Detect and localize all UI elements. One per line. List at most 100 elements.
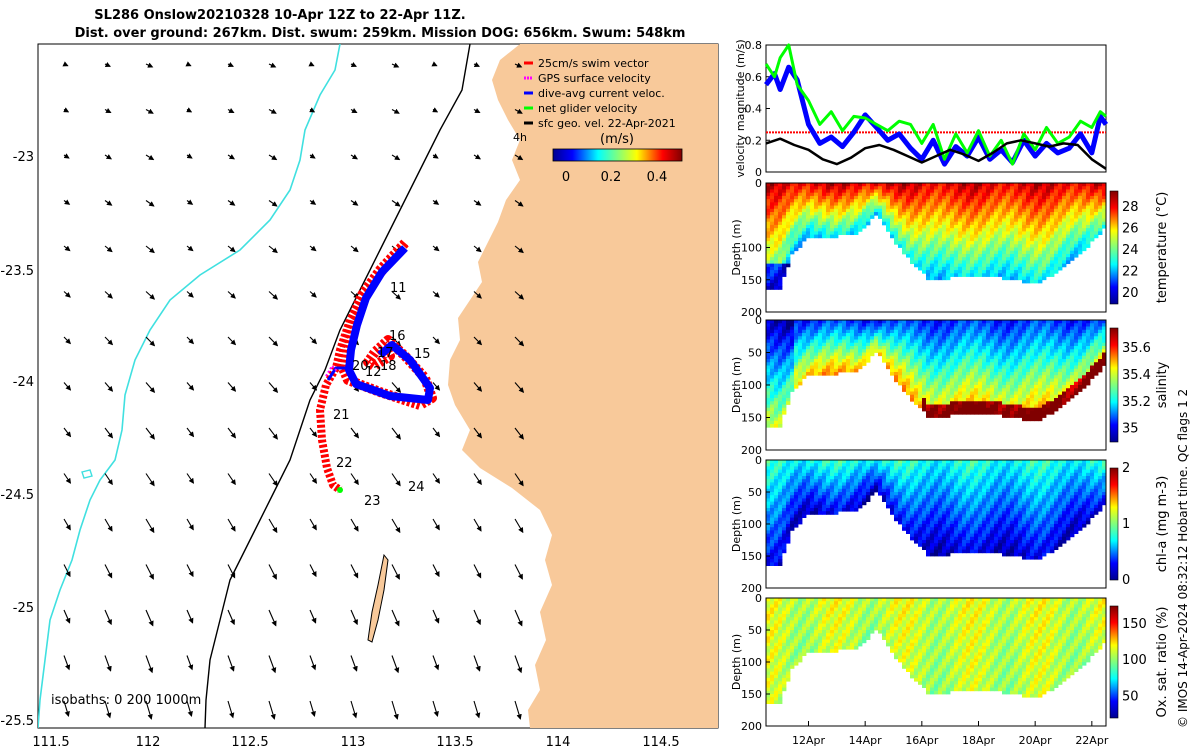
section-cell bbox=[858, 352, 863, 357]
section-cell bbox=[806, 349, 811, 353]
section-cell bbox=[978, 362, 983, 366]
section-cell bbox=[982, 398, 987, 402]
section-cell bbox=[942, 244, 947, 248]
current-vector bbox=[350, 154, 359, 160]
section-cell bbox=[1042, 352, 1047, 357]
section-cell bbox=[810, 195, 815, 200]
section-cell bbox=[1006, 257, 1011, 261]
section-cell bbox=[774, 205, 779, 210]
section-cell bbox=[1042, 247, 1047, 252]
section-cell bbox=[1066, 247, 1071, 252]
section-cell bbox=[866, 479, 871, 483]
section-cell bbox=[902, 241, 907, 245]
section-cell bbox=[1050, 378, 1055, 383]
section-cell bbox=[1014, 355, 1019, 360]
section-cell bbox=[1054, 401, 1059, 405]
section-cell bbox=[1066, 208, 1071, 213]
section-cell bbox=[970, 183, 975, 187]
section-cell bbox=[830, 472, 835, 477]
section-cell bbox=[1038, 388, 1043, 392]
isobath-label: isobaths: 0 200 1000m bbox=[51, 693, 201, 708]
section-cell bbox=[802, 501, 807, 506]
section-cell bbox=[1078, 234, 1083, 239]
section-cell bbox=[958, 385, 963, 389]
section-cell bbox=[1058, 224, 1063, 229]
current-vector bbox=[514, 200, 524, 207]
section-cell bbox=[1018, 208, 1023, 213]
section-cell bbox=[894, 336, 899, 340]
velocity-series-line bbox=[764, 43, 1107, 166]
section-cell bbox=[954, 411, 959, 415]
section-cell bbox=[998, 342, 1003, 347]
section-cell bbox=[822, 212, 827, 216]
section-cell bbox=[782, 208, 787, 213]
section-cell bbox=[898, 362, 903, 366]
section-cell bbox=[890, 346, 895, 350]
section-cell bbox=[814, 492, 819, 496]
section-cell bbox=[934, 199, 939, 203]
section-cell bbox=[1022, 195, 1027, 200]
section-cell bbox=[846, 333, 851, 337]
section-cell bbox=[882, 492, 887, 496]
section-cell bbox=[966, 388, 971, 392]
section-cell bbox=[886, 183, 891, 187]
section-cell bbox=[786, 202, 791, 206]
section-cell bbox=[1046, 320, 1051, 324]
section-cell bbox=[882, 485, 887, 490]
section-cell bbox=[846, 352, 851, 357]
section-cell bbox=[766, 469, 771, 474]
section-cell bbox=[1034, 263, 1039, 268]
section-cell bbox=[942, 320, 947, 324]
section-cell bbox=[910, 342, 915, 347]
section-cell bbox=[834, 326, 839, 331]
section-cell bbox=[846, 469, 851, 474]
section-cell bbox=[778, 404, 783, 409]
section-cell bbox=[818, 212, 823, 216]
section-cell bbox=[1050, 195, 1055, 200]
section-cell bbox=[1002, 355, 1007, 360]
section-cell bbox=[882, 352, 887, 357]
section-cell bbox=[966, 329, 971, 334]
section-cell bbox=[1066, 224, 1071, 229]
section-cell bbox=[1014, 342, 1019, 347]
section-cell bbox=[794, 485, 799, 490]
section-cell bbox=[914, 231, 919, 236]
section-cell bbox=[990, 237, 995, 242]
section-cell bbox=[994, 234, 999, 239]
section-cell bbox=[802, 237, 807, 242]
section-cell bbox=[994, 263, 999, 268]
section-cell bbox=[1046, 218, 1051, 223]
section-cell bbox=[802, 221, 807, 226]
section-cell bbox=[890, 349, 895, 353]
current-vector bbox=[186, 564, 194, 578]
colorbar-tick: 0.4 bbox=[647, 170, 668, 185]
section-cell bbox=[1058, 260, 1063, 265]
section-cell bbox=[930, 257, 935, 261]
section-cell bbox=[1090, 323, 1095, 327]
section-cell bbox=[898, 476, 903, 480]
section-cell bbox=[970, 368, 975, 373]
section-cell bbox=[842, 495, 847, 499]
section-cell bbox=[966, 362, 971, 366]
current-vector bbox=[514, 609, 523, 627]
section-cell bbox=[966, 215, 971, 219]
section-cell bbox=[822, 189, 827, 194]
section-cell bbox=[782, 215, 787, 219]
section-cell bbox=[954, 349, 959, 353]
section-cell bbox=[854, 195, 859, 200]
section-cell bbox=[1062, 346, 1067, 350]
section-cell bbox=[1014, 183, 1019, 187]
section-cell bbox=[770, 270, 775, 274]
section-cell bbox=[774, 234, 779, 239]
section-cell bbox=[774, 273, 779, 277]
section-cell bbox=[838, 183, 843, 187]
section-cell bbox=[974, 215, 979, 219]
section-cell bbox=[770, 237, 775, 242]
section-cell bbox=[1042, 359, 1047, 363]
section-cell bbox=[1038, 378, 1043, 383]
section-cell bbox=[942, 192, 947, 197]
section-cell bbox=[898, 460, 903, 464]
section-cell bbox=[1006, 359, 1011, 363]
section-cell bbox=[1094, 205, 1099, 210]
section-cell bbox=[1006, 407, 1011, 412]
